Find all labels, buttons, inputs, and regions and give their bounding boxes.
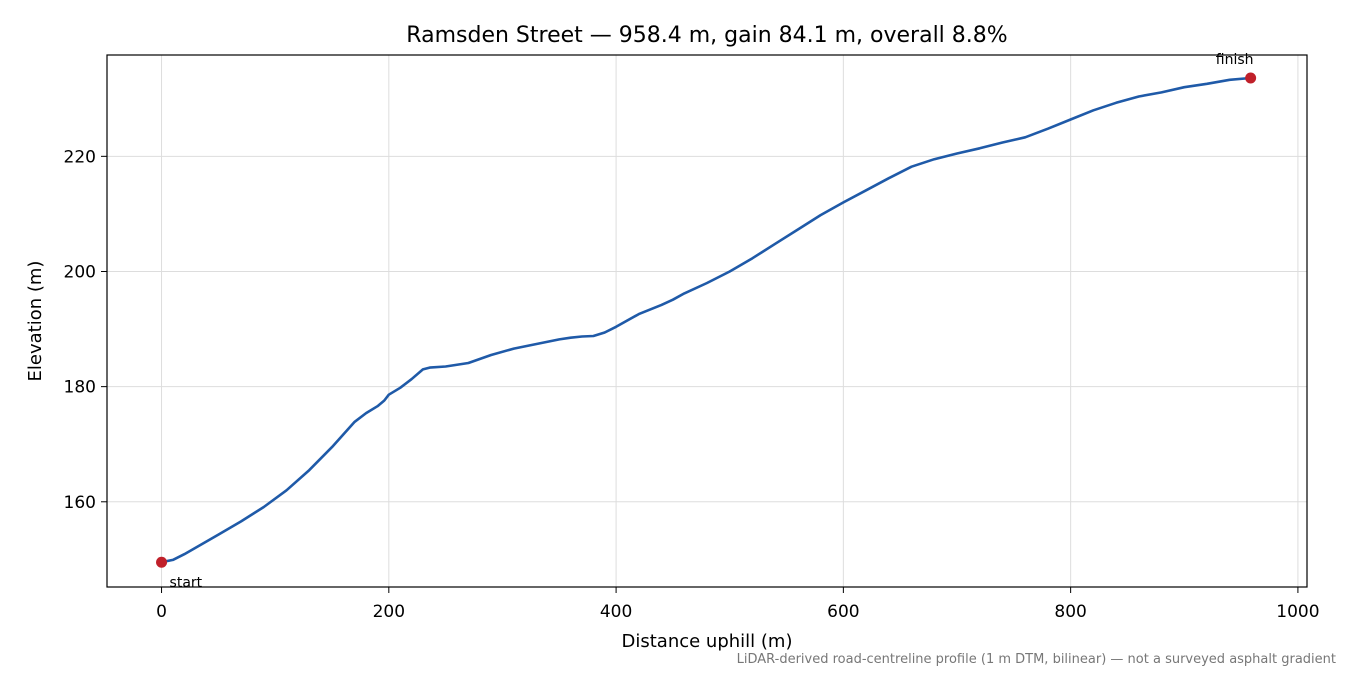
x-tick-label: 200 xyxy=(373,602,405,622)
plot-frame xyxy=(106,54,1308,588)
y-axis-label: Elevation (m) xyxy=(25,261,46,382)
elevation-profile-line xyxy=(160,76,1252,564)
x-tick-label: 800 xyxy=(1054,602,1086,622)
finish-label: finish xyxy=(1216,52,1254,68)
y-tick-label: 220 xyxy=(64,147,96,167)
y-tick-label: 180 xyxy=(64,378,96,398)
y-tick-label: 160 xyxy=(64,493,96,513)
axis-ticks: 0 200 400 600 800 1000 160 180 200 220 xyxy=(64,147,1320,622)
x-tick-label: 1000 xyxy=(1276,602,1319,622)
x-tick-label: 400 xyxy=(600,602,632,622)
y-tick-label: 200 xyxy=(64,262,96,282)
x-tick-label: 0 xyxy=(156,602,167,622)
footnote: LiDAR-derived road-centreline profile (1… xyxy=(736,652,1336,667)
start-label: start xyxy=(170,575,203,591)
grid xyxy=(107,55,1307,587)
chart-title: Ramsden Street — 958.4 m, gain 84.1 m, o… xyxy=(406,23,1007,48)
start-marker xyxy=(156,556,168,568)
x-tick-label: 600 xyxy=(827,602,859,622)
finish-marker xyxy=(1245,72,1257,84)
x-axis-label: Distance uphill (m) xyxy=(622,631,793,652)
plot-area: start finish xyxy=(156,52,1257,591)
